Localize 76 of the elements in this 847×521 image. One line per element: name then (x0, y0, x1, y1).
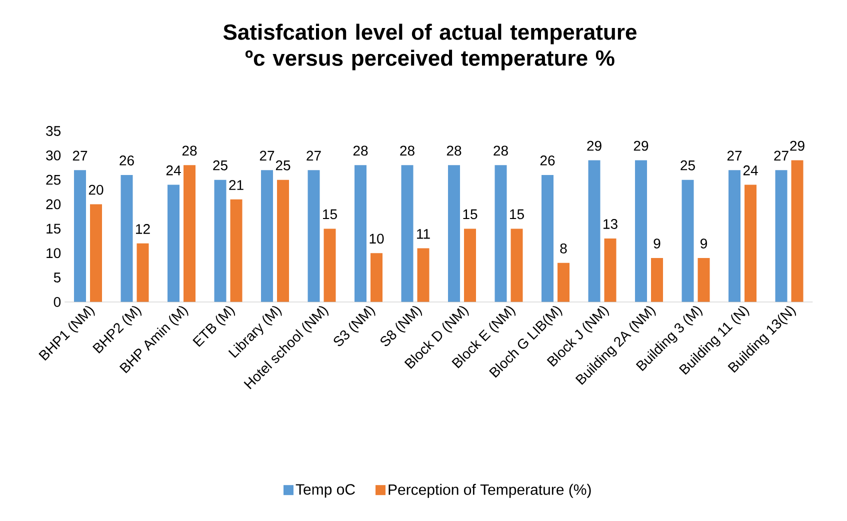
y-tick-label: 35 (46, 126, 61, 136)
data-label: 27 (727, 150, 742, 161)
y-tick-label: 30 (46, 150, 61, 160)
data-label: 10 (370, 234, 384, 244)
bar (74, 170, 86, 302)
data-label: 24 (166, 165, 181, 176)
bar (464, 228, 476, 302)
data-label: 11 (417, 229, 430, 239)
bar (354, 165, 367, 302)
data-label: 25 (680, 160, 695, 170)
data-label: 28 (182, 146, 197, 156)
data-label: 12 (136, 224, 150, 234)
data-label: 25 (213, 160, 228, 170)
bar (682, 180, 694, 302)
bar (494, 165, 507, 302)
data-label: 29 (790, 140, 804, 151)
legend-label: Temp oC (296, 484, 355, 498)
data-label: 15 (323, 209, 337, 220)
bar (324, 228, 336, 302)
data-label: 28 (494, 146, 508, 156)
bar (510, 228, 523, 302)
bar (401, 165, 414, 302)
y-tick-label: 20 (46, 199, 61, 210)
bar (90, 204, 102, 302)
bar (698, 258, 710, 302)
data-label: 27 (260, 150, 274, 161)
bar (214, 180, 226, 302)
bar (277, 180, 290, 302)
data-label: 26 (540, 156, 555, 166)
bar (448, 165, 460, 302)
bar (230, 199, 242, 302)
data-label: 28 (400, 146, 414, 156)
data-label: 15 (463, 209, 478, 220)
data-label: 27 (72, 150, 88, 161)
chart-title: Satisfcation level of actual temperature ºc versus perceived temperature % (223, 24, 636, 70)
data-label: 28 (446, 146, 462, 156)
bar (651, 258, 664, 302)
bar (184, 165, 196, 302)
bar (168, 184, 180, 302)
data-label: 13 (604, 219, 618, 229)
bar (635, 160, 648, 302)
y-tick-label: 0 (54, 297, 61, 307)
data-label: 25 (276, 160, 290, 170)
y-tick-label: 15 (46, 224, 61, 234)
bar (775, 170, 788, 302)
data-label: 29 (587, 140, 602, 151)
data-label: 9 (700, 238, 707, 248)
data-label: 26 (120, 156, 134, 166)
bar (370, 253, 383, 302)
bar (308, 170, 320, 302)
data-label: 8 (560, 243, 567, 254)
bar (791, 160, 804, 302)
data-label: 15 (510, 209, 524, 220)
y-tick-label: 25 (46, 174, 61, 185)
y-tick-label: 5 (54, 272, 61, 282)
bar (136, 243, 149, 302)
legend-label: Perception of Temperature (%) (388, 484, 591, 498)
data-label: 21 (229, 180, 244, 190)
bar (604, 238, 616, 302)
data-label: 28 (353, 146, 368, 156)
bar (588, 160, 600, 302)
data-label: 24 (743, 165, 758, 176)
data-label: 20 (88, 184, 104, 195)
bar (744, 184, 757, 302)
bar (542, 174, 554, 302)
data-label: 9 (654, 238, 660, 248)
bar (120, 174, 133, 302)
data-label: 29 (634, 140, 648, 151)
x-tick-label: ETB (M) (192, 306, 236, 347)
data-label: 27 (774, 150, 788, 161)
bar (728, 170, 741, 302)
bar (261, 170, 274, 302)
bar (558, 262, 570, 302)
data-label: 27 (306, 150, 321, 161)
bar (417, 248, 430, 302)
y-tick-label: 10 (46, 248, 61, 258)
